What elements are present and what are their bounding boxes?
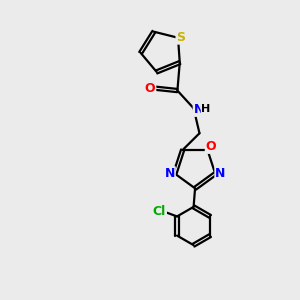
Text: N: N [194,103,204,116]
Text: O: O [206,140,216,153]
Text: N: N [215,167,226,180]
Text: O: O [145,82,155,95]
Text: H: H [201,104,211,114]
Text: S: S [176,31,185,44]
Text: N: N [164,167,175,180]
Text: Cl: Cl [153,205,166,218]
